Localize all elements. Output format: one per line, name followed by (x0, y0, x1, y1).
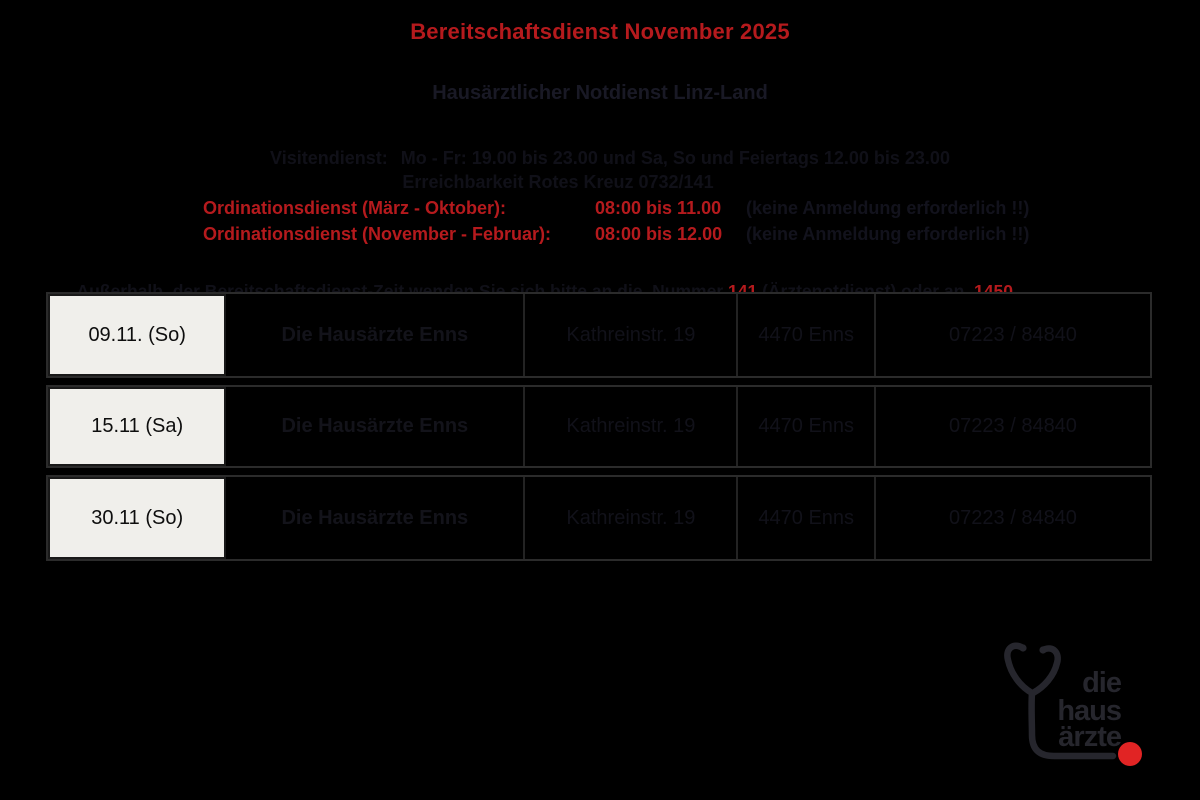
phone-cell: 07223 / 84840 (873, 477, 1150, 559)
practice-name-cell: Die Hausärzte Enns (226, 294, 524, 376)
logo-word-die: die (1082, 667, 1122, 699)
service-subtitle: Hausärztlicher Notdienst Linz-Land (432, 82, 768, 104)
date-cell: 15.11 (Sa) (48, 387, 227, 466)
office-hours-time: 08:00 bis 12.00 (595, 224, 723, 244)
logo-word-haus: haus (1057, 695, 1121, 727)
reachability-line: Erreichbarkeit Rotes Kreuz 0732/141 (0, 151, 1200, 214)
hausaerzte-logo: die haus ärzte (1004, 642, 1142, 766)
date-cell: 09.11. (So) (48, 294, 227, 376)
logo-word-aerzte: ärzte (1058, 721, 1122, 753)
office-hours-label: Ordinationsdienst (März - Oktober): (203, 198, 507, 218)
visit-hours: Mo - Fr: 19.00 bis 23.00 und Sa, So und … (400, 148, 950, 168)
office-hours-label: Ordinationsdienst (November - Februar): (203, 224, 552, 244)
reachability-text: Erreichbarkeit Rotes Kreuz 0732/141 (402, 172, 714, 192)
stethoscope-earpiece (1019, 644, 1027, 652)
visit-hours-line: Visitendienst: Mo - Fr: 19.00 bis 23.00 u… (0, 127, 1200, 190)
stethoscope-earpiece (1039, 646, 1047, 654)
visit-label: Visitendienst: (270, 148, 388, 168)
office-hours-note: (keine Anmeldung erforderlich !!) (746, 198, 1030, 218)
practice-name-cell: Die Hausärzte Enns (226, 387, 524, 466)
office-hours-time: 08:00 bis 11.00 (595, 198, 722, 218)
office-hours-row-winter: Ordinationsdienst (November - Februar): … (203, 224, 1153, 246)
date-cell: 30.11 (So) (48, 477, 227, 559)
city-cell: 4470 Enns (736, 294, 874, 376)
practice-name-cell: Die Hausärzte Enns (226, 477, 524, 559)
city-cell: 4470 Enns (736, 387, 874, 466)
duty-schedule-table: 09.11. (So) Die Hausärzte Enns Kathreins… (46, 292, 1152, 568)
logo-red-dot (1118, 742, 1142, 766)
street-cell: Kathreinstr. 19 (523, 294, 737, 376)
table-row: 09.11. (So) Die Hausärzte Enns Kathreins… (46, 292, 1152, 378)
stethoscope-icon (1004, 642, 1117, 760)
phone-cell: 07223 / 84840 (873, 294, 1150, 376)
office-hours-row-summer: Ordinationsdienst (März - Oktober): 08:0… (203, 198, 1153, 220)
office-hours-note: (keine Anmeldung erforderlich !!) (746, 224, 1030, 244)
street-cell: Kathreinstr. 19 (523, 477, 737, 559)
page-title: Bereitschaftsdienst November 2025 (410, 19, 790, 44)
street-cell: Kathreinstr. 19 (523, 387, 737, 466)
city-cell: 4470 Enns (736, 477, 874, 559)
phone-cell: 07223 / 84840 (873, 387, 1150, 466)
table-row: 15.11 (Sa) Die Hausärzte Enns Kathreinst… (46, 385, 1152, 468)
table-row: 30.11 (So) Die Hausärzte Enns Kathreinst… (46, 475, 1152, 561)
